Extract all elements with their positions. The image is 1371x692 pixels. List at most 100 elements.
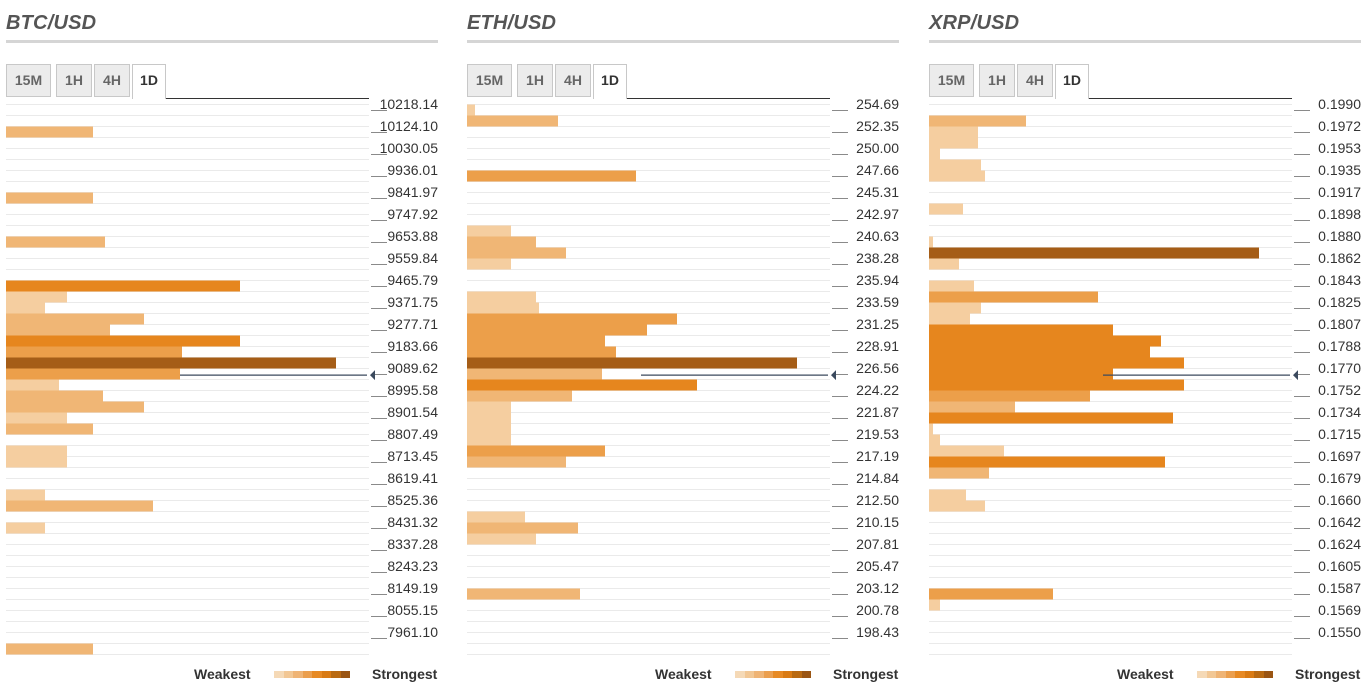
legend-swatch: [1254, 671, 1264, 678]
confluence-bar: [929, 445, 1004, 457]
price-label: 9465.79: [387, 272, 438, 288]
tab-4h[interactable]: 4H: [555, 64, 591, 97]
confluence-bar: [929, 159, 981, 171]
strength-legend: Weakest Strongest: [467, 666, 899, 686]
confluence-chart: 254.69 252.35 250.00 247.66 245.31 242.97 240.…: [467, 96, 899, 655]
price-label: 226.56: [856, 360, 899, 376]
confluence-bar: [467, 225, 511, 237]
tab-1d[interactable]: 1D: [1055, 64, 1089, 99]
confluence-bar: [929, 247, 1259, 259]
confluence-bar: [929, 203, 963, 215]
price-label: 8807.49: [387, 426, 438, 442]
legend-swatch: [274, 671, 284, 678]
chart-top-rule: [627, 98, 830, 99]
price-label: 9371.75: [387, 294, 438, 310]
confluence-bar: [929, 489, 966, 501]
price-label: 9936.01: [387, 162, 438, 178]
confluence-bar: [6, 357, 336, 369]
legend-swatch: [293, 671, 303, 678]
confluence-bar: [6, 401, 144, 413]
tab-1d[interactable]: 1D: [132, 64, 166, 99]
confluence-bar: [467, 247, 566, 259]
price-label: 0.1550: [1318, 624, 1361, 640]
tab-15m[interactable]: 15M: [467, 64, 512, 97]
confluence-bar: [467, 170, 636, 182]
legend-swatch: [340, 671, 350, 678]
price-label: 8055.15: [387, 602, 438, 618]
title-divider: [467, 40, 899, 43]
confluence-bar: [6, 522, 45, 534]
confluence-bar: [467, 522, 578, 534]
price-label: 198.43: [856, 624, 899, 640]
legend-swatch: [801, 671, 811, 678]
confluence-bar: [467, 390, 572, 402]
tab-1h[interactable]: 1H: [56, 64, 92, 97]
confluence-bar: [467, 379, 697, 391]
price-label: 0.1770: [1318, 360, 1361, 376]
tab-15m[interactable]: 15M: [6, 64, 51, 97]
tab-4h[interactable]: 4H: [1017, 64, 1053, 97]
confluence-bar: [467, 335, 605, 347]
price-label: 219.53: [856, 426, 899, 442]
price-label: 0.1605: [1318, 558, 1361, 574]
price-label: 205.47: [856, 558, 899, 574]
tab-4h[interactable]: 4H: [94, 64, 130, 97]
price-label: 0.1679: [1318, 470, 1361, 486]
confluence-bar: [929, 368, 1113, 380]
legend-strongest: Strongest: [372, 666, 438, 682]
price-label: 231.25: [856, 316, 899, 332]
confluence-bar: [6, 368, 180, 380]
confluence-bar: [6, 412, 67, 424]
confluence-bar: [6, 346, 182, 358]
confluence-bar: [6, 390, 103, 402]
confluence-chart: 0.1990 0.1972 0.1953 0.1935 0.1917 0.1898 0.18…: [929, 96, 1361, 655]
confluence-bar: [467, 324, 647, 336]
confluence-bar: [6, 500, 153, 512]
price-label: 9277.71: [387, 316, 438, 332]
confluence-bar: [929, 588, 1053, 600]
legend-swatch: [1197, 671, 1207, 678]
tab-1h[interactable]: 1H: [517, 64, 553, 97]
legend-swatch: [754, 671, 764, 678]
confluence-bar: [929, 434, 940, 446]
price-label: 0.1734: [1318, 404, 1361, 420]
tab-1h[interactable]: 1H: [979, 64, 1015, 97]
confluence-bar: [6, 324, 110, 336]
price-label: 8431.32: [387, 514, 438, 530]
legend-swatch: [302, 671, 312, 678]
confluence-bar: [6, 489, 45, 501]
legend-swatch: [782, 671, 792, 678]
strength-legend: Weakest Strongest: [929, 666, 1361, 686]
current-price-marker-icon: [370, 370, 375, 381]
confluence-bar: [6, 379, 59, 391]
price-label: 8337.28: [387, 536, 438, 552]
pair-title: ETH/USD: [467, 12, 557, 34]
price-label: 207.81: [856, 536, 899, 552]
tab-15m[interactable]: 15M: [929, 64, 974, 97]
confluence-bar: [929, 346, 1150, 358]
confluence-bar: [467, 511, 525, 523]
confluence-bar: [6, 280, 240, 292]
current-price-marker-icon: [1293, 370, 1298, 381]
confluence-bar: [929, 236, 933, 248]
legend-swatch: [321, 671, 331, 678]
confluence-bar: [6, 302, 45, 314]
price-label: 10124.10: [380, 118, 438, 134]
confluence-bar: [6, 423, 93, 435]
price-label: 224.22: [856, 382, 899, 398]
price-label: 238.28: [856, 250, 899, 266]
confluence-bar: [6, 192, 93, 204]
xrp-usd-panel: XRP/USD 15M 1H 4H 1D 0.1990 0.1972 0.1953 0.1935…: [929, 0, 1361, 692]
legend-strongest: Strongest: [1295, 666, 1361, 682]
confluence-bar: [929, 379, 1184, 391]
confluence-bar: [6, 291, 67, 303]
confluence-bar: [6, 126, 93, 138]
price-label: 203.12: [856, 580, 899, 596]
confluence-bar: [929, 335, 1161, 347]
confluence-bar: [467, 533, 536, 545]
confluence-bar: [467, 368, 602, 380]
legend-swatch: [1216, 671, 1226, 678]
price-label: 212.50: [856, 492, 899, 508]
price-label: 8243.23: [387, 558, 438, 574]
tab-1d[interactable]: 1D: [593, 64, 627, 99]
